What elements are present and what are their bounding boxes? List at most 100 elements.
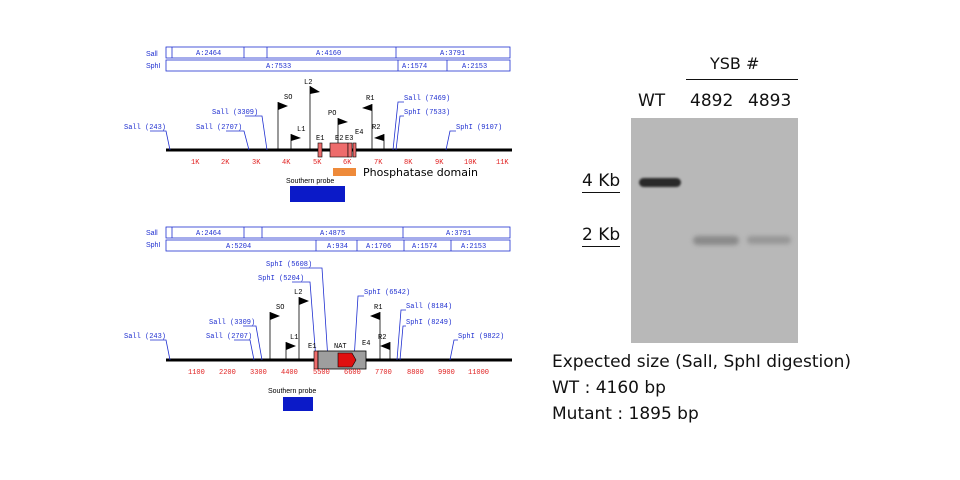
svg-text:8800: 8800 bbox=[407, 369, 424, 377]
top-exon-label-e3: E3 bbox=[345, 135, 353, 143]
bottom-site-9: SphI (9822) bbox=[458, 333, 504, 341]
bottom-site-6: SphI (6542) bbox=[364, 289, 410, 297]
expected-wt: WT : 4160 bp bbox=[552, 378, 666, 398]
bottom-sall-track bbox=[165, 226, 511, 239]
top-primer-l1: L1 bbox=[290, 126, 305, 150]
svg-text:L1: L1 bbox=[290, 334, 298, 342]
lane-label-4892: 4892 bbox=[690, 91, 734, 111]
svg-text:4K: 4K bbox=[282, 159, 291, 167]
top-primer-l2: L2 bbox=[304, 79, 320, 150]
top-exon-label-e4: E4 bbox=[355, 129, 363, 137]
bottom-probe-label: Southern probe bbox=[268, 388, 316, 395]
top-site-4: Sall (7469) bbox=[404, 95, 450, 103]
svg-text:9900: 9900 bbox=[438, 369, 455, 377]
bottom-exon-e1 bbox=[313, 350, 319, 370]
top-primer-r2: R2 bbox=[372, 124, 385, 150]
bottom-exon-label-e4: E4 bbox=[362, 340, 370, 348]
svg-text:3300: 3300 bbox=[250, 369, 267, 377]
top-exon-label-e1: E1 bbox=[316, 135, 324, 143]
bottom-sphl-seg-5: A:2153 bbox=[461, 243, 486, 251]
bottom-sphl-seg-4: A:1574 bbox=[412, 243, 437, 251]
svg-text:9K: 9K bbox=[435, 159, 444, 167]
svg-text:7700: 7700 bbox=[375, 369, 392, 377]
svg-text:1K: 1K bbox=[191, 159, 200, 167]
top-site-5: SphI (7533) bbox=[404, 109, 450, 117]
bottom-southern-probe bbox=[283, 397, 313, 411]
band-4892 bbox=[693, 236, 739, 245]
svg-text:SO: SO bbox=[276, 304, 284, 312]
marker-4kb: 4 Kb bbox=[582, 171, 621, 191]
nat-arrow-icon bbox=[337, 352, 357, 368]
svg-text:SO: SO bbox=[284, 94, 292, 102]
phosphatase-domain-bar bbox=[333, 168, 356, 176]
svg-text:10K: 10K bbox=[464, 159, 477, 167]
top-ticks: 1K 2K 3K 4K 5K 6K 7K 8K 9K 10K 11K bbox=[191, 159, 509, 167]
svg-text:11000: 11000 bbox=[468, 369, 489, 377]
svg-text:6600: 6600 bbox=[344, 369, 361, 377]
bottom-ticks: 1100 2200 3300 4400 5500 6600 7700 8800 … bbox=[188, 369, 489, 377]
top-site-2: Sall (2707) bbox=[196, 124, 242, 132]
lane-label-wt: WT bbox=[638, 91, 666, 111]
bottom-sphl-row-label: SphI bbox=[146, 242, 160, 249]
group-label: YSB # bbox=[710, 54, 760, 73]
svg-text:R2: R2 bbox=[378, 334, 386, 342]
expected-size-title: Expected size (SalI, SphI digestion) bbox=[552, 352, 852, 372]
svg-text:L2: L2 bbox=[304, 79, 312, 87]
band-4893 bbox=[747, 236, 791, 244]
svg-text:6K: 6K bbox=[343, 159, 352, 167]
bottom-sall-seg-3: A:3791 bbox=[446, 230, 471, 238]
top-sall-row-label: Sall bbox=[146, 51, 158, 58]
band-wt bbox=[639, 178, 681, 187]
top-exon-e4 bbox=[352, 142, 357, 158]
marker-2kb: 2 Kb bbox=[582, 225, 621, 245]
top-primer-r1: R1 bbox=[362, 95, 374, 150]
top-map: Sall SphI A:2464 A:4160 A:3791 A:7533 A:… bbox=[124, 46, 512, 202]
bottom-site-8: SphI (8249) bbox=[406, 319, 452, 327]
top-site-1: Sall (243) bbox=[124, 124, 166, 132]
svg-text:1100: 1100 bbox=[188, 369, 205, 377]
top-exon-e3 bbox=[347, 142, 353, 158]
bottom-exon-label-e1: E1 bbox=[308, 343, 316, 351]
bottom-primer-l1: L1 bbox=[285, 334, 298, 360]
svg-text:7K: 7K bbox=[374, 159, 383, 167]
top-southern-probe bbox=[290, 186, 345, 202]
svg-text:11K: 11K bbox=[496, 159, 509, 167]
svg-text:R2: R2 bbox=[372, 124, 380, 132]
bottom-primer-so: SO bbox=[269, 304, 284, 360]
marker-2kb-line bbox=[582, 246, 620, 247]
top-sphl-seg-1: A:7533 bbox=[266, 63, 291, 71]
top-site-6: SphI (9107) bbox=[456, 124, 502, 132]
phosphatase-domain-label: Phosphatase domain bbox=[363, 166, 478, 179]
bottom-primer-r1: R1 bbox=[370, 304, 382, 360]
restriction-maps: Sall SphI A:2464 A:4160 A:3791 A:7533 A:… bbox=[124, 46, 512, 411]
expected-mutant: Mutant : 1895 bp bbox=[552, 404, 699, 424]
bottom-sall-seg-2: A:4875 bbox=[320, 230, 345, 238]
top-sall-seg-1: A:2464 bbox=[196, 50, 221, 58]
svg-text:L2: L2 bbox=[294, 289, 302, 297]
svg-text:4400: 4400 bbox=[281, 369, 298, 377]
svg-text:8K: 8K bbox=[404, 159, 413, 167]
top-sphl-seg-2: A:1574 bbox=[402, 63, 427, 71]
top-sphl-row-label: SphI bbox=[146, 63, 160, 70]
bottom-site-5: SphI (5608) bbox=[266, 261, 312, 269]
top-sall-track bbox=[165, 46, 511, 59]
bottom-sphl-track bbox=[165, 239, 511, 252]
top-sall-seg-3: A:3791 bbox=[440, 50, 465, 58]
svg-text:5K: 5K bbox=[313, 159, 322, 167]
bottom-map: Sall SphI A:2464 A:4875 A:3791 A:5204 A:… bbox=[124, 226, 512, 411]
bottom-sphl-seg-1: A:5204 bbox=[226, 243, 251, 251]
top-probe-label: Southern probe bbox=[286, 178, 334, 185]
svg-text:R1: R1 bbox=[374, 304, 382, 312]
svg-text:3K: 3K bbox=[252, 159, 261, 167]
top-sall-seg-2: A:4160 bbox=[316, 50, 341, 58]
bottom-site-7: Sall (8184) bbox=[406, 303, 452, 311]
bottom-primer-r2: R2 bbox=[378, 334, 391, 360]
bottom-sall-row-label: Sall bbox=[146, 230, 158, 237]
top-exon-label-e2: E2 bbox=[335, 135, 343, 143]
gel-image bbox=[631, 118, 798, 343]
bottom-sall-seg-1: A:2464 bbox=[196, 230, 221, 238]
svg-text:R1: R1 bbox=[366, 95, 374, 103]
top-exon-e1 bbox=[317, 142, 323, 158]
bottom-site-1: Sall (243) bbox=[124, 333, 166, 341]
marker-4kb-line bbox=[582, 192, 620, 193]
